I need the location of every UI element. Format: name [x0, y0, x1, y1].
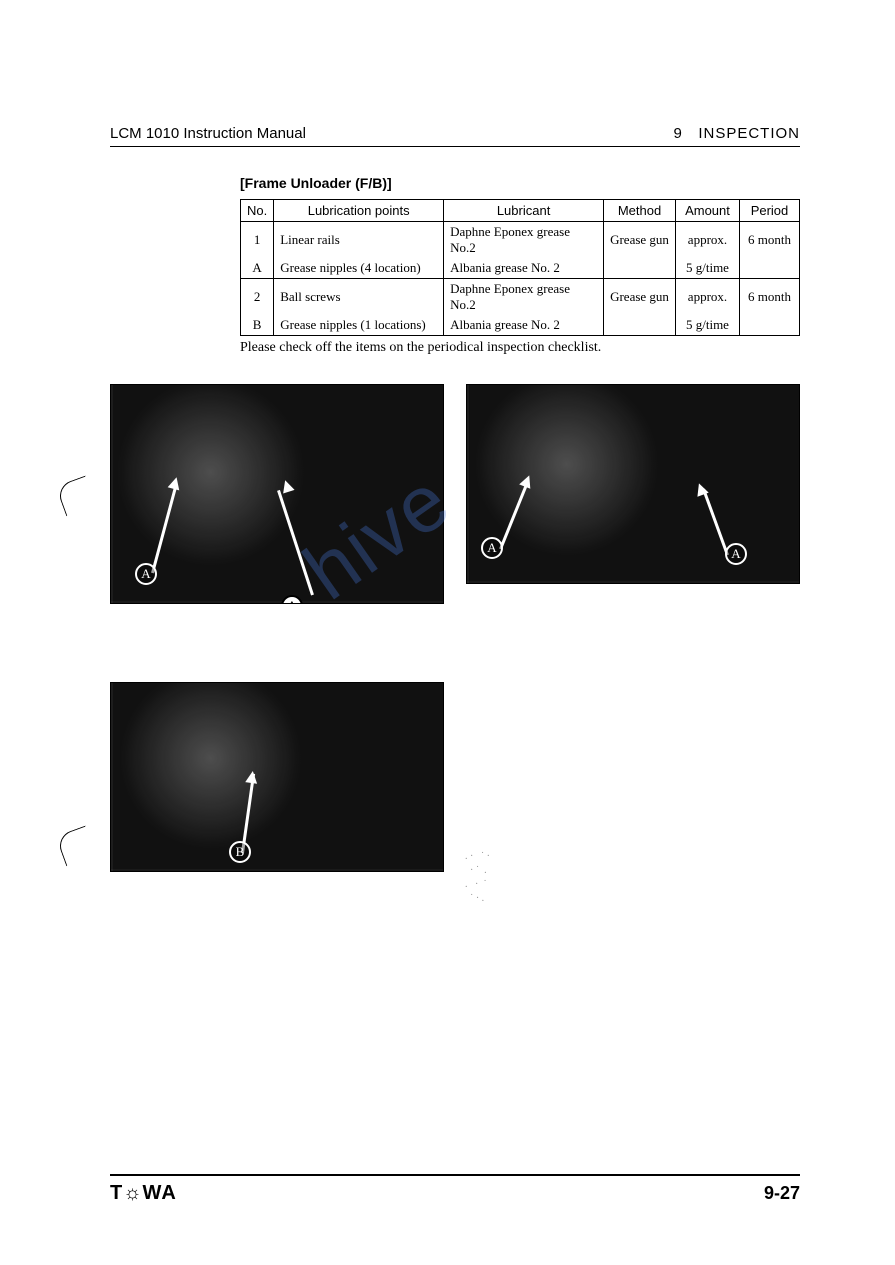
- manual-title: LCM 1010 Instruction Manual: [110, 125, 306, 142]
- th-points: Lubrication points: [274, 200, 444, 222]
- callout-label-a: A: [135, 563, 157, 585]
- page-number: 9-27: [764, 1183, 800, 1204]
- section-number: 9: [673, 125, 682, 142]
- table-header-row: No. Lubrication points Lubricant Method …: [241, 200, 800, 222]
- table-row: 2 Ball screws Daphne Eponex grease No.2 …: [241, 279, 800, 316]
- section-header: 9 INSPECTION: [673, 125, 800, 142]
- machine-photo-3: B: [110, 682, 444, 872]
- table-row: A Grease nipples (4 location) Albania gr…: [241, 258, 800, 279]
- section-label: INSPECTION: [698, 125, 800, 142]
- subsection-title: [Frame Unloader (F/B)]: [240, 175, 800, 191]
- checklist-note: Please check off the items on the period…: [240, 340, 800, 356]
- th-no: No.: [241, 200, 274, 222]
- machine-photo-2: A A: [466, 384, 800, 584]
- machine-photo-1: A A: [110, 384, 444, 604]
- brand-logo: T☼WA: [110, 1182, 177, 1205]
- scan-noise: . · ˙ · · ˙ .. · ˙ ˙ · .: [465, 850, 615, 960]
- photo-grid: A A A A B: [110, 384, 800, 872]
- callout-label-a: A: [725, 543, 747, 565]
- th-period: Period: [739, 200, 799, 222]
- callout-label-b: B: [229, 841, 251, 863]
- th-method: Method: [604, 200, 676, 222]
- callout-label-a: A: [281, 595, 303, 604]
- th-lubricant: Lubricant: [444, 200, 604, 222]
- lubrication-table: No. Lubrication points Lubricant Method …: [240, 199, 800, 336]
- callout-label-a: A: [481, 537, 503, 559]
- th-amount: Amount: [675, 200, 739, 222]
- table-row: B Grease nipples (1 locations) Albania g…: [241, 315, 800, 336]
- page-header: LCM 1010 Instruction Manual 9 INSPECTION: [110, 125, 800, 147]
- table-row: 1 Linear rails Daphne Eponex grease No.2…: [241, 222, 800, 259]
- page-footer: T☼WA 9-27: [110, 1174, 800, 1205]
- empty-cell: [466, 622, 800, 872]
